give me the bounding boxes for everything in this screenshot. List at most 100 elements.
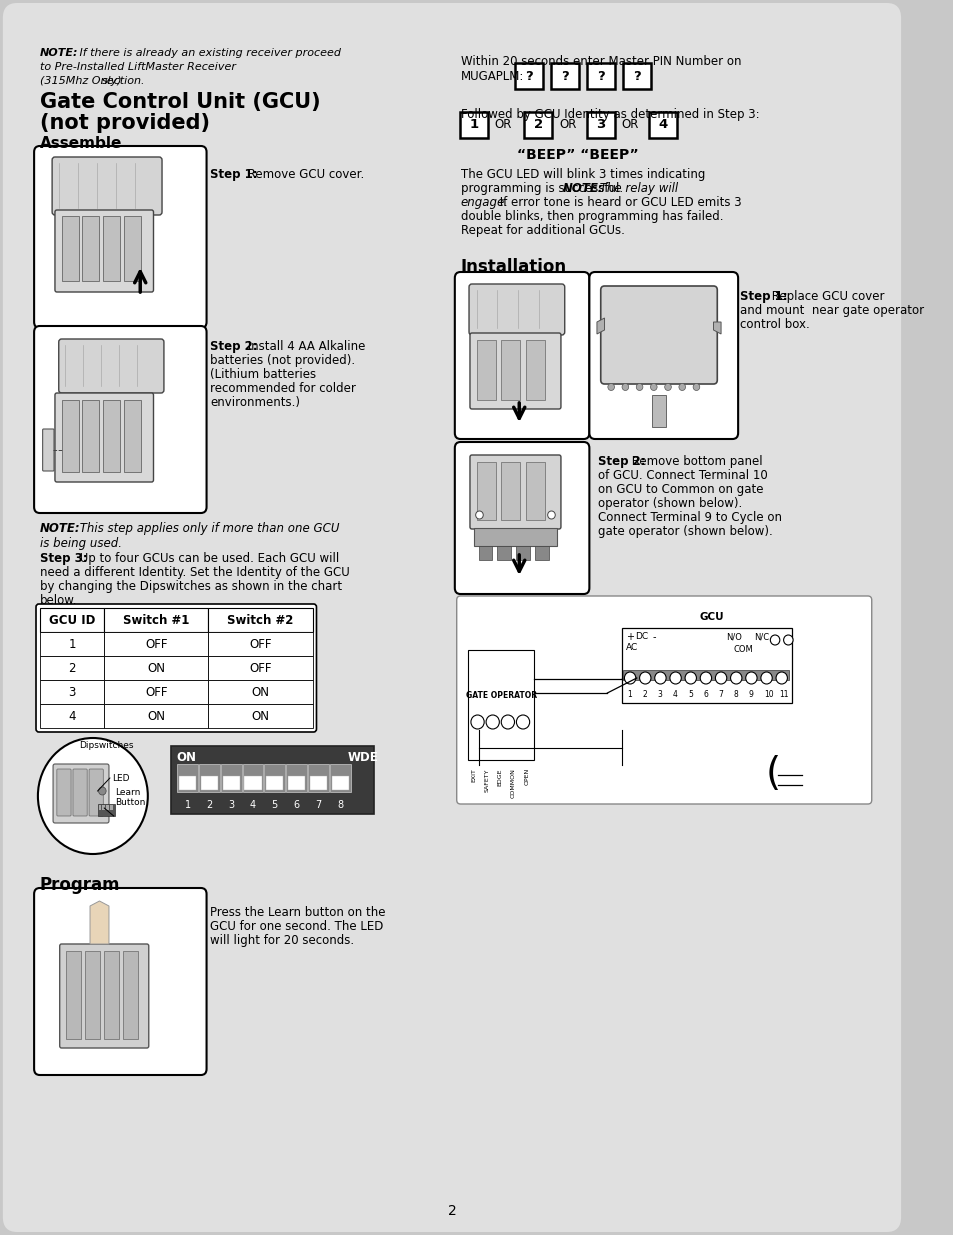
Text: section.: section. — [101, 77, 145, 86]
Text: -: - — [652, 632, 656, 642]
Text: ON: ON — [176, 751, 196, 764]
Text: 4: 4 — [658, 119, 667, 131]
Bar — [209, 680, 313, 704]
Text: double blinks, then programming has failed.: double blinks, then programming has fail… — [460, 210, 722, 224]
Bar — [244, 776, 261, 790]
FancyBboxPatch shape — [455, 272, 589, 438]
Text: 10: 10 — [763, 690, 773, 699]
Bar — [104, 704, 209, 727]
Text: The relay will: The relay will — [596, 182, 678, 195]
Bar — [516, 546, 529, 559]
Circle shape — [98, 787, 106, 795]
Bar — [124, 400, 141, 472]
Circle shape — [639, 672, 650, 684]
Text: ?: ? — [560, 69, 568, 83]
Bar — [40, 632, 104, 656]
Circle shape — [621, 384, 628, 390]
Bar — [586, 63, 615, 89]
Bar — [209, 704, 313, 727]
Bar — [525, 340, 544, 400]
FancyBboxPatch shape — [36, 604, 316, 732]
Bar — [104, 656, 209, 680]
Bar — [242, 764, 263, 792]
Circle shape — [516, 715, 529, 729]
Circle shape — [775, 672, 786, 684]
Text: Gate Control Unit (GCU): Gate Control Unit (GCU) — [40, 91, 320, 112]
Text: 7: 7 — [314, 800, 321, 810]
Text: COMMON: COMMON — [511, 768, 516, 798]
Bar — [476, 340, 495, 400]
FancyBboxPatch shape — [52, 157, 162, 215]
Text: NOTE:: NOTE: — [40, 48, 78, 58]
Text: WDE: WDE — [348, 751, 378, 764]
FancyBboxPatch shape — [57, 769, 71, 816]
Bar — [478, 546, 491, 559]
Text: gate operator (shown below).: gate operator (shown below). — [598, 525, 772, 538]
Text: 2: 2 — [533, 119, 542, 131]
Circle shape — [730, 672, 741, 684]
Bar — [621, 629, 791, 703]
Text: 4: 4 — [250, 800, 255, 810]
Bar — [523, 112, 552, 138]
Bar — [622, 63, 650, 89]
FancyBboxPatch shape — [34, 146, 207, 329]
Bar — [220, 764, 241, 792]
Bar — [476, 462, 495, 520]
Text: 9: 9 — [748, 690, 753, 699]
Bar — [209, 608, 313, 632]
Text: (not provided): (not provided) — [40, 112, 210, 133]
Text: This step applies only if more than one GCU: This step applies only if more than one … — [75, 522, 339, 535]
Text: ON: ON — [147, 662, 165, 674]
Bar — [330, 764, 350, 792]
Text: Switch #1: Switch #1 — [123, 614, 190, 626]
Bar — [474, 529, 557, 546]
Text: below.: below. — [40, 594, 77, 606]
Bar — [310, 776, 327, 790]
Text: is being used.: is being used. — [40, 537, 122, 550]
Text: AC: AC — [626, 643, 638, 652]
Text: OFF: OFF — [145, 637, 168, 651]
Text: Program: Program — [40, 876, 120, 894]
Text: Switch #2: Switch #2 — [227, 614, 294, 626]
Text: Assemble: Assemble — [40, 136, 122, 151]
Bar — [209, 656, 313, 680]
Text: Dipswitches: Dipswitches — [78, 741, 133, 750]
Bar — [62, 216, 78, 282]
Text: Followed by GCU Identity as determined in Step 3:: Followed by GCU Identity as determined i… — [460, 107, 759, 121]
Text: 3: 3 — [657, 690, 661, 699]
Text: 2: 2 — [447, 1204, 456, 1218]
Text: 3: 3 — [228, 800, 234, 810]
Text: Step 3:: Step 3: — [40, 552, 88, 564]
Text: Remove bottom panel: Remove bottom panel — [628, 454, 762, 468]
Bar — [103, 216, 120, 282]
Circle shape — [471, 715, 484, 729]
FancyBboxPatch shape — [60, 944, 149, 1049]
Text: Installation: Installation — [460, 258, 566, 275]
Text: (315Mhz Only): (315Mhz Only) — [40, 77, 125, 86]
Text: N/O: N/O — [725, 632, 740, 641]
Bar — [288, 776, 305, 790]
Circle shape — [38, 739, 148, 853]
Bar — [201, 776, 217, 790]
Polygon shape — [597, 317, 604, 333]
Bar — [97, 804, 114, 816]
Bar — [104, 632, 209, 656]
FancyBboxPatch shape — [43, 429, 54, 471]
Circle shape — [607, 384, 614, 390]
Text: The GCU LED will blink 3 times indicating: The GCU LED will blink 3 times indicatin… — [460, 168, 704, 182]
Bar — [500, 340, 519, 400]
Bar — [102, 805, 105, 810]
Bar — [82, 400, 99, 472]
Polygon shape — [90, 902, 109, 944]
Bar — [648, 112, 677, 138]
Text: 2: 2 — [641, 690, 646, 699]
FancyBboxPatch shape — [55, 393, 153, 482]
Text: N/C: N/C — [754, 632, 768, 641]
Text: Step 1:: Step 1: — [740, 290, 787, 303]
Text: OPEN: OPEN — [524, 768, 529, 785]
Bar — [525, 462, 544, 520]
FancyBboxPatch shape — [455, 442, 589, 594]
Text: Step 2:: Step 2: — [210, 340, 257, 353]
Text: OFF: OFF — [145, 685, 168, 699]
Text: Step 2:: Step 2: — [598, 454, 645, 468]
